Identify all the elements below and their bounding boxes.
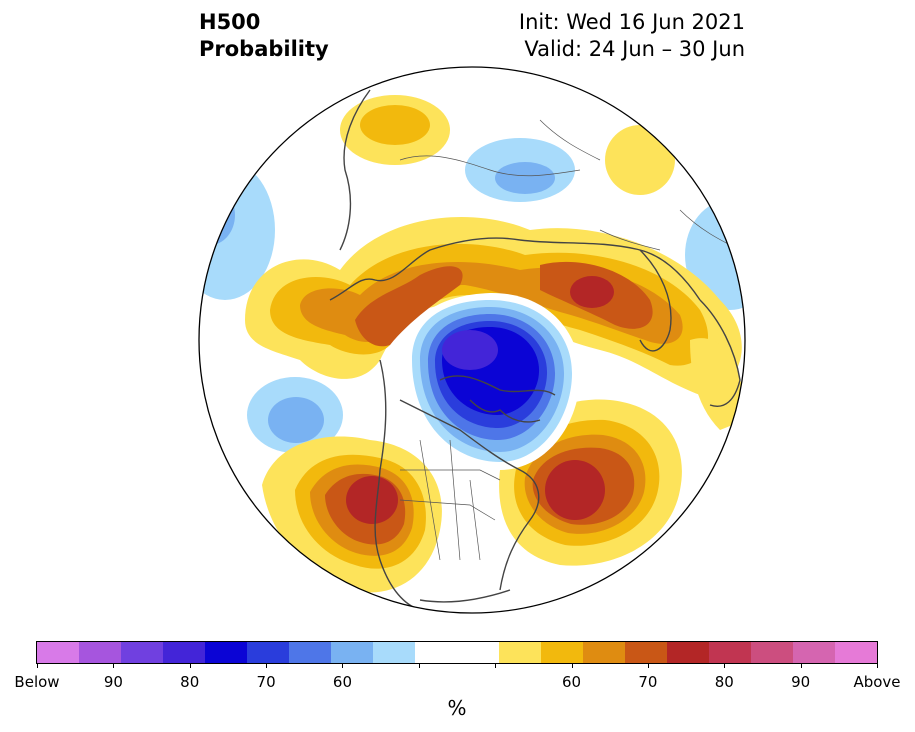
colorbar-tick-label: 70	[256, 673, 276, 691]
colorbar-swatch	[373, 642, 415, 663]
colorbar-tick	[571, 663, 573, 668]
colorbar-swatch	[37, 642, 79, 663]
colorbar	[36, 641, 878, 664]
colorbar-swatch	[79, 642, 121, 663]
colorbar-tick-label: 60	[332, 673, 352, 691]
colorbar-tick-label: 90	[791, 673, 811, 691]
colorbar-tick-label: 60	[561, 673, 582, 691]
north-pacific-trough	[247, 377, 343, 453]
colorbar-swatch	[541, 642, 583, 663]
colorbar-tick	[800, 663, 802, 668]
colorbar-tick-label: Below	[14, 673, 60, 691]
colorbar-tick	[189, 663, 191, 668]
colorbar-swatch	[667, 642, 709, 663]
colorbar-swatch	[457, 642, 499, 663]
colorbar-swatch	[415, 642, 457, 663]
map-dates: Init: Wed 16 Jun 2021 Valid: 24 Jun – 30…	[519, 9, 745, 63]
northeast-ridge	[605, 125, 675, 195]
colorbar-tick-label: Above	[853, 673, 901, 691]
map-boundary	[198, 66, 746, 614]
colorbar-swatch	[247, 642, 289, 663]
init-date: Init: Wed 16 Jun 2021	[518, 10, 745, 34]
colorbar-tick	[877, 663, 878, 668]
colorbar-swatch	[121, 642, 163, 663]
colorbar-tick	[724, 663, 726, 668]
coastlines	[329, 89, 741, 611]
colorbar-tick	[37, 663, 38, 668]
east-asia-trough	[685, 200, 745, 310]
title-type: Probability	[199, 37, 329, 61]
colorbar-tick	[342, 663, 344, 668]
colorbar-swatch	[751, 642, 793, 663]
colorbar-tick	[418, 663, 420, 668]
colorbar-tick-label: 70	[638, 673, 658, 691]
colorbar-tick-label: 80	[180, 673, 200, 691]
colorbar-swatch	[625, 642, 667, 663]
colorbar-tick-label: 90	[103, 673, 123, 691]
central-asia-trough	[465, 138, 575, 202]
colorbar-swatch	[583, 642, 625, 663]
polar-map	[198, 66, 746, 614]
colorbar-swatch	[709, 642, 751, 663]
colorbar-swatch	[331, 642, 373, 663]
western-north-america-ridge	[262, 436, 442, 593]
colorbar-unit: %	[447, 696, 467, 720]
colorbar-swatch	[835, 642, 877, 663]
colorbar-tick	[495, 663, 497, 668]
colorbar-swatch	[793, 642, 835, 663]
colorbar-swatch	[205, 642, 247, 663]
colorbar-tick-label: 80	[714, 673, 734, 691]
title-variable: H500	[199, 10, 261, 34]
colorbar-swatch	[499, 642, 541, 663]
colorbar-swatch	[289, 642, 331, 663]
map-title: H500 Probability	[199, 9, 329, 63]
valid-range: Valid: 24 Jun – 30 Jun	[524, 37, 745, 61]
colorbar-tick	[647, 663, 649, 668]
polar-vortex-below-90	[405, 292, 580, 470]
colorbar-tick	[266, 663, 268, 668]
colorbar-swatch	[163, 642, 205, 663]
colorbar-tick	[113, 663, 115, 668]
